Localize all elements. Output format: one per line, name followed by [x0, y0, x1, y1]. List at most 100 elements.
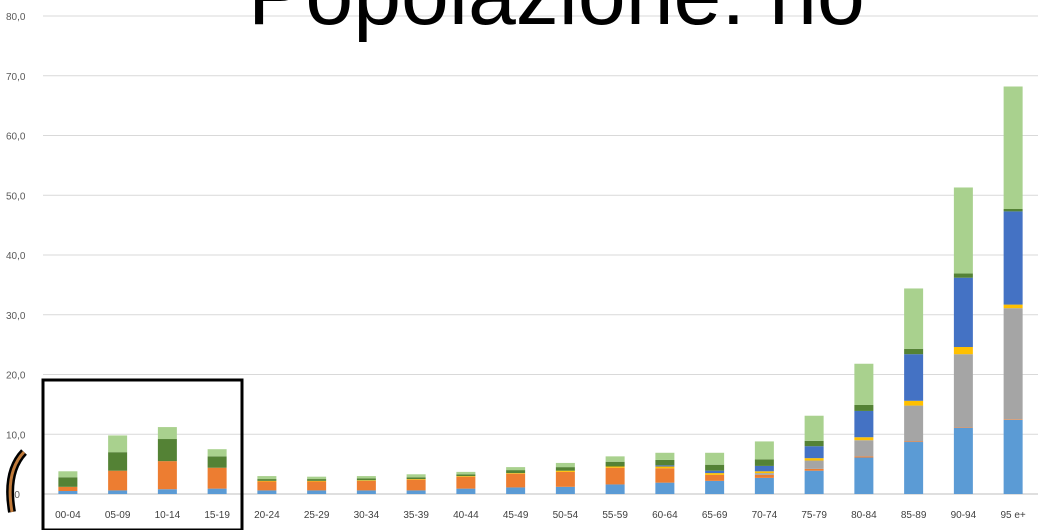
bar-segment: [555, 486, 575, 494]
x-tick-label: 35-39: [403, 510, 429, 521]
bar-segment: [406, 474, 426, 478]
bar-segment: [804, 470, 824, 494]
bar-segment: [904, 442, 924, 494]
y-tick-label: 20,0: [6, 371, 26, 382]
bar-segment: [904, 348, 924, 355]
bar-segment: [705, 470, 725, 474]
bar-segment: [356, 480, 376, 481]
bar-segment: [257, 479, 277, 481]
bar-segment: [754, 459, 774, 466]
y-tick-label: 50,0: [6, 191, 26, 202]
bar-segment: [506, 467, 526, 471]
bar-segment: [406, 479, 426, 480]
bar-segment: [506, 487, 526, 494]
bar-segment: [257, 490, 277, 494]
bar-segment: [705, 464, 725, 471]
bar-segment: [605, 467, 625, 485]
bar-segment: [356, 490, 376, 494]
bar-segment: [207, 467, 227, 489]
bar-segment: [108, 452, 128, 471]
bar-segment: [804, 440, 824, 447]
bar-segment: [804, 458, 824, 461]
bar-segment: [58, 477, 78, 487]
bar-segment: [655, 466, 675, 469]
bar-segment: [804, 446, 824, 459]
bar-segment: [854, 456, 874, 458]
bar-segment: [207, 449, 227, 457]
bar-segment: [1003, 419, 1023, 420]
bar-segment: [655, 459, 675, 466]
bar-segment: [904, 288, 924, 349]
chart-title: Popolazione: no: [248, 0, 865, 43]
bar-segment: [108, 470, 128, 491]
bar-segment: [854, 410, 874, 438]
x-tick-label: 15-19: [204, 510, 230, 521]
bar-segment: [58, 471, 78, 478]
arrow-mark: [8, 450, 26, 513]
bar-segment: [257, 476, 277, 480]
gridlines: [43, 15, 1038, 495]
bar-segment: [555, 471, 575, 487]
bar-segment: [456, 474, 476, 477]
bar-segment: [157, 427, 177, 440]
bar-segment: [904, 354, 924, 401]
x-axis-ticks: 00-04 05-09 10-14 15-19 20-24 25-29 30-34 35-39…: [55, 510, 1026, 521]
bar-segment: [456, 471, 476, 475]
bar-segment: [953, 354, 973, 428]
bar-segment: [705, 480, 725, 494]
bar-segment: [754, 474, 774, 478]
bar-segment: [1003, 211, 1023, 305]
bar-segment: [953, 277, 973, 348]
bar-segment: [307, 480, 327, 482]
y-tick-label: 10,0: [6, 430, 26, 441]
bar-segment: [605, 456, 625, 462]
bar-segment: [754, 465, 774, 472]
bar-segment: [456, 476, 476, 477]
bar-segment: [854, 440, 874, 457]
bar-segment: [754, 441, 774, 460]
x-tick-label: 55-59: [602, 510, 628, 521]
bar-segment: [406, 479, 426, 491]
bar-segment: [257, 481, 277, 491]
bar-segment: [356, 478, 376, 481]
bar-segment: [605, 466, 625, 468]
bar-segment: [356, 480, 376, 491]
highlight-box: [41, 378, 244, 530]
bar-segment: [1003, 208, 1023, 212]
bar-segment: [655, 465, 675, 467]
bar-segment: [157, 489, 177, 494]
bar-segment: [555, 467, 575, 471]
bar-segment: [307, 490, 327, 494]
bar-segment: [605, 461, 625, 467]
bar-segment: [953, 347, 973, 355]
bar-segment: [804, 460, 824, 469]
bar-segment: [1003, 304, 1023, 309]
x-tick-label: 50-54: [553, 510, 579, 521]
bar-segment: [854, 437, 874, 441]
bar-segment: [456, 476, 476, 489]
bar-segment: [207, 456, 227, 468]
y-tick-label: 30,0: [6, 311, 26, 322]
x-tick-label: 75-79: [801, 510, 827, 521]
bar-segment: [953, 187, 973, 274]
bars: [58, 86, 1023, 494]
x-tick-label: 95 e+: [1000, 510, 1025, 521]
bar-segment: [406, 490, 426, 494]
bar-segment: [754, 477, 774, 494]
x-tick-label: 30-34: [354, 510, 380, 521]
bar-segment: [854, 404, 874, 411]
bar-segment: [108, 435, 128, 453]
bar-segment: [904, 405, 924, 442]
bar-segment: [655, 468, 675, 483]
bar-segment: [58, 491, 78, 494]
x-tick-label: 45-49: [503, 510, 529, 521]
bar-segment: [307, 476, 327, 480]
bar-segment: [58, 486, 78, 492]
bar-segment: [1003, 308, 1023, 420]
bar-segment: [157, 461, 177, 490]
bar-segment: [804, 468, 824, 471]
x-tick-label: 25-29: [304, 510, 330, 521]
bar-segment: [754, 471, 774, 474]
bar-segment: [307, 479, 327, 481]
